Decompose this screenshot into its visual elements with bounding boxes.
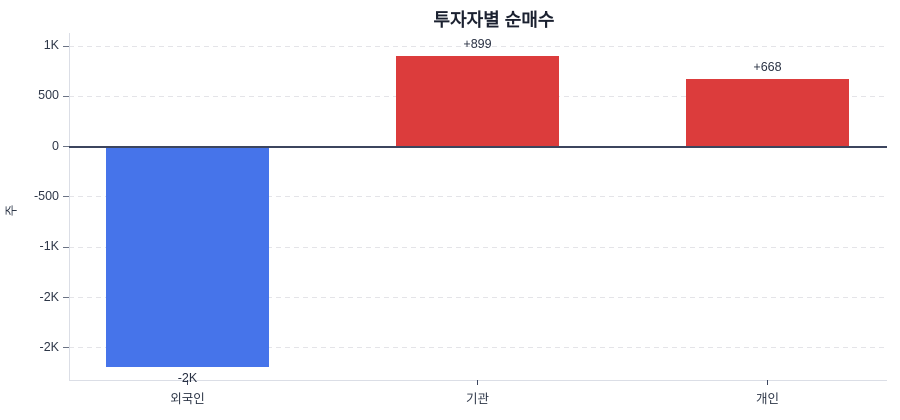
y-axis-line [69, 33, 70, 380]
x-axis-label: 외국인 [170, 392, 205, 406]
gridline [69, 246, 887, 248]
bar-institutions [396, 56, 559, 147]
y-tick-mark [63, 196, 69, 198]
bar-foreigners [106, 146, 269, 367]
y-tick-label: 1K [43, 38, 59, 53]
x-axis-label: 기관 [465, 392, 489, 406]
y-tick-label: -1K [39, 239, 59, 254]
y-tick-mark [63, 246, 69, 248]
zero-line [69, 145, 887, 148]
y-tick-label: 0 [52, 138, 59, 153]
gridline [69, 297, 887, 299]
y-tick-label: -500 [33, 188, 59, 203]
bar-value-label: +899 [463, 37, 492, 52]
gridline [69, 196, 887, 198]
y-tick-label: -2K [39, 339, 59, 354]
x-tick-mark [187, 380, 188, 385]
y-tick-mark [63, 95, 69, 97]
bar-value-label: -2K [177, 371, 198, 386]
x-axis-line [69, 380, 887, 381]
y-tick-mark [63, 146, 69, 148]
bar-value-label: +668 [753, 60, 782, 75]
bar-individuals [686, 79, 849, 147]
gridline [69, 45, 887, 47]
x-axis-label: 개인 [755, 392, 779, 406]
y-tick-mark [63, 297, 69, 299]
gridline [69, 347, 887, 349]
y-tick-label: 500 [38, 88, 59, 103]
chart-title: 투자자별 순매수 [433, 10, 555, 30]
x-tick-mark [767, 380, 768, 385]
y-tick-mark [63, 347, 69, 349]
x-tick-mark [477, 380, 478, 385]
y-tick-label: -2K [39, 289, 59, 304]
y-tick-mark [63, 45, 69, 47]
